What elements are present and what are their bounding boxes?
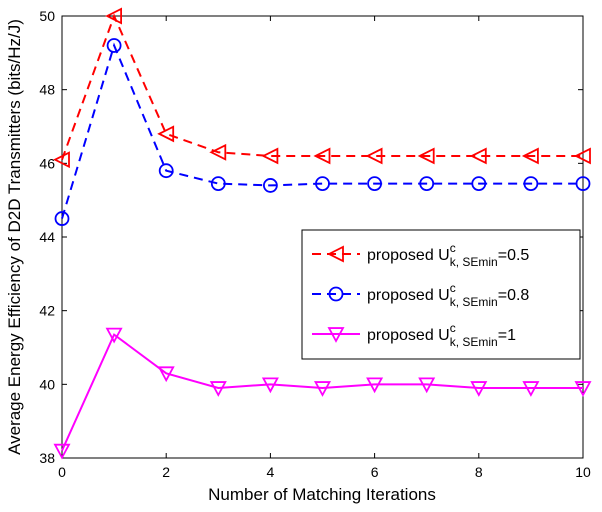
data-point — [521, 147, 539, 165]
data-point — [53, 443, 71, 460]
data-point — [209, 143, 227, 161]
y-tick-label: 46 — [39, 155, 55, 171]
data-point — [105, 7, 122, 25]
data-point — [366, 377, 384, 394]
y-tick-label: 42 — [39, 303, 55, 319]
data-point — [261, 377, 279, 394]
data-point — [417, 147, 435, 165]
data-point — [469, 147, 487, 165]
x-axis-label: Number of Matching Iterations — [208, 485, 436, 504]
legend-label: proposed Uc k, SEmin=0.5 — [367, 241, 529, 269]
legend-marker — [328, 286, 344, 302]
data-point — [575, 176, 591, 191]
data-point — [157, 366, 175, 383]
data-point — [573, 147, 591, 165]
y-tick-label: 40 — [39, 376, 55, 392]
y-tick-label: 38 — [39, 450, 55, 466]
series-3 — [53, 327, 592, 460]
data-point — [210, 176, 226, 191]
legend-label: proposed Uc k, SEmin=1 — [367, 321, 516, 349]
x-tick-label: 2 — [162, 464, 170, 480]
data-point — [419, 176, 435, 191]
data-point — [313, 147, 331, 165]
data-point — [54, 211, 70, 226]
data-point — [313, 381, 332, 397]
data-point — [471, 176, 487, 191]
y-tick-label: 44 — [39, 229, 55, 245]
y-tick-label: 48 — [39, 82, 55, 98]
x-tick-label: 10 — [575, 464, 591, 480]
data-point — [209, 381, 227, 397]
data-point — [418, 377, 436, 394]
data-point — [52, 151, 70, 169]
series-1 — [52, 7, 591, 169]
data-point — [367, 176, 383, 191]
y-axis-label: Average Energy Efficiency of D2D Transmi… — [5, 19, 24, 455]
data-point — [105, 327, 123, 344]
x-tick-label: 4 — [267, 464, 275, 480]
data-point — [157, 125, 175, 143]
data-point — [365, 147, 383, 165]
x-tick-label: 6 — [371, 464, 379, 480]
series-line — [61, 333, 583, 452]
legend: proposed Uc k, SEmin=0.5 proposed Uc k, SEm… — [301, 229, 581, 360]
series-layer — [52, 7, 592, 460]
legend-marker — [326, 245, 344, 263]
data-point — [522, 381, 540, 397]
legend-label: proposed Uc k, SEmin=0.8 — [367, 281, 529, 309]
data-point — [262, 178, 278, 193]
x-tick-label: 8 — [475, 464, 483, 480]
data-point — [574, 381, 592, 397]
data-point — [470, 381, 488, 397]
data-point — [261, 147, 279, 165]
data-point — [158, 163, 174, 179]
x-tick-label: 0 — [58, 464, 66, 480]
legend-marker — [327, 327, 345, 343]
data-point — [106, 38, 122, 53]
data-point — [315, 176, 330, 191]
data-point — [523, 176, 539, 191]
series-2 — [54, 38, 591, 226]
series-line — [61, 42, 583, 219]
y-tick-label: 50 — [39, 8, 55, 24]
series-line — [61, 13, 583, 160]
